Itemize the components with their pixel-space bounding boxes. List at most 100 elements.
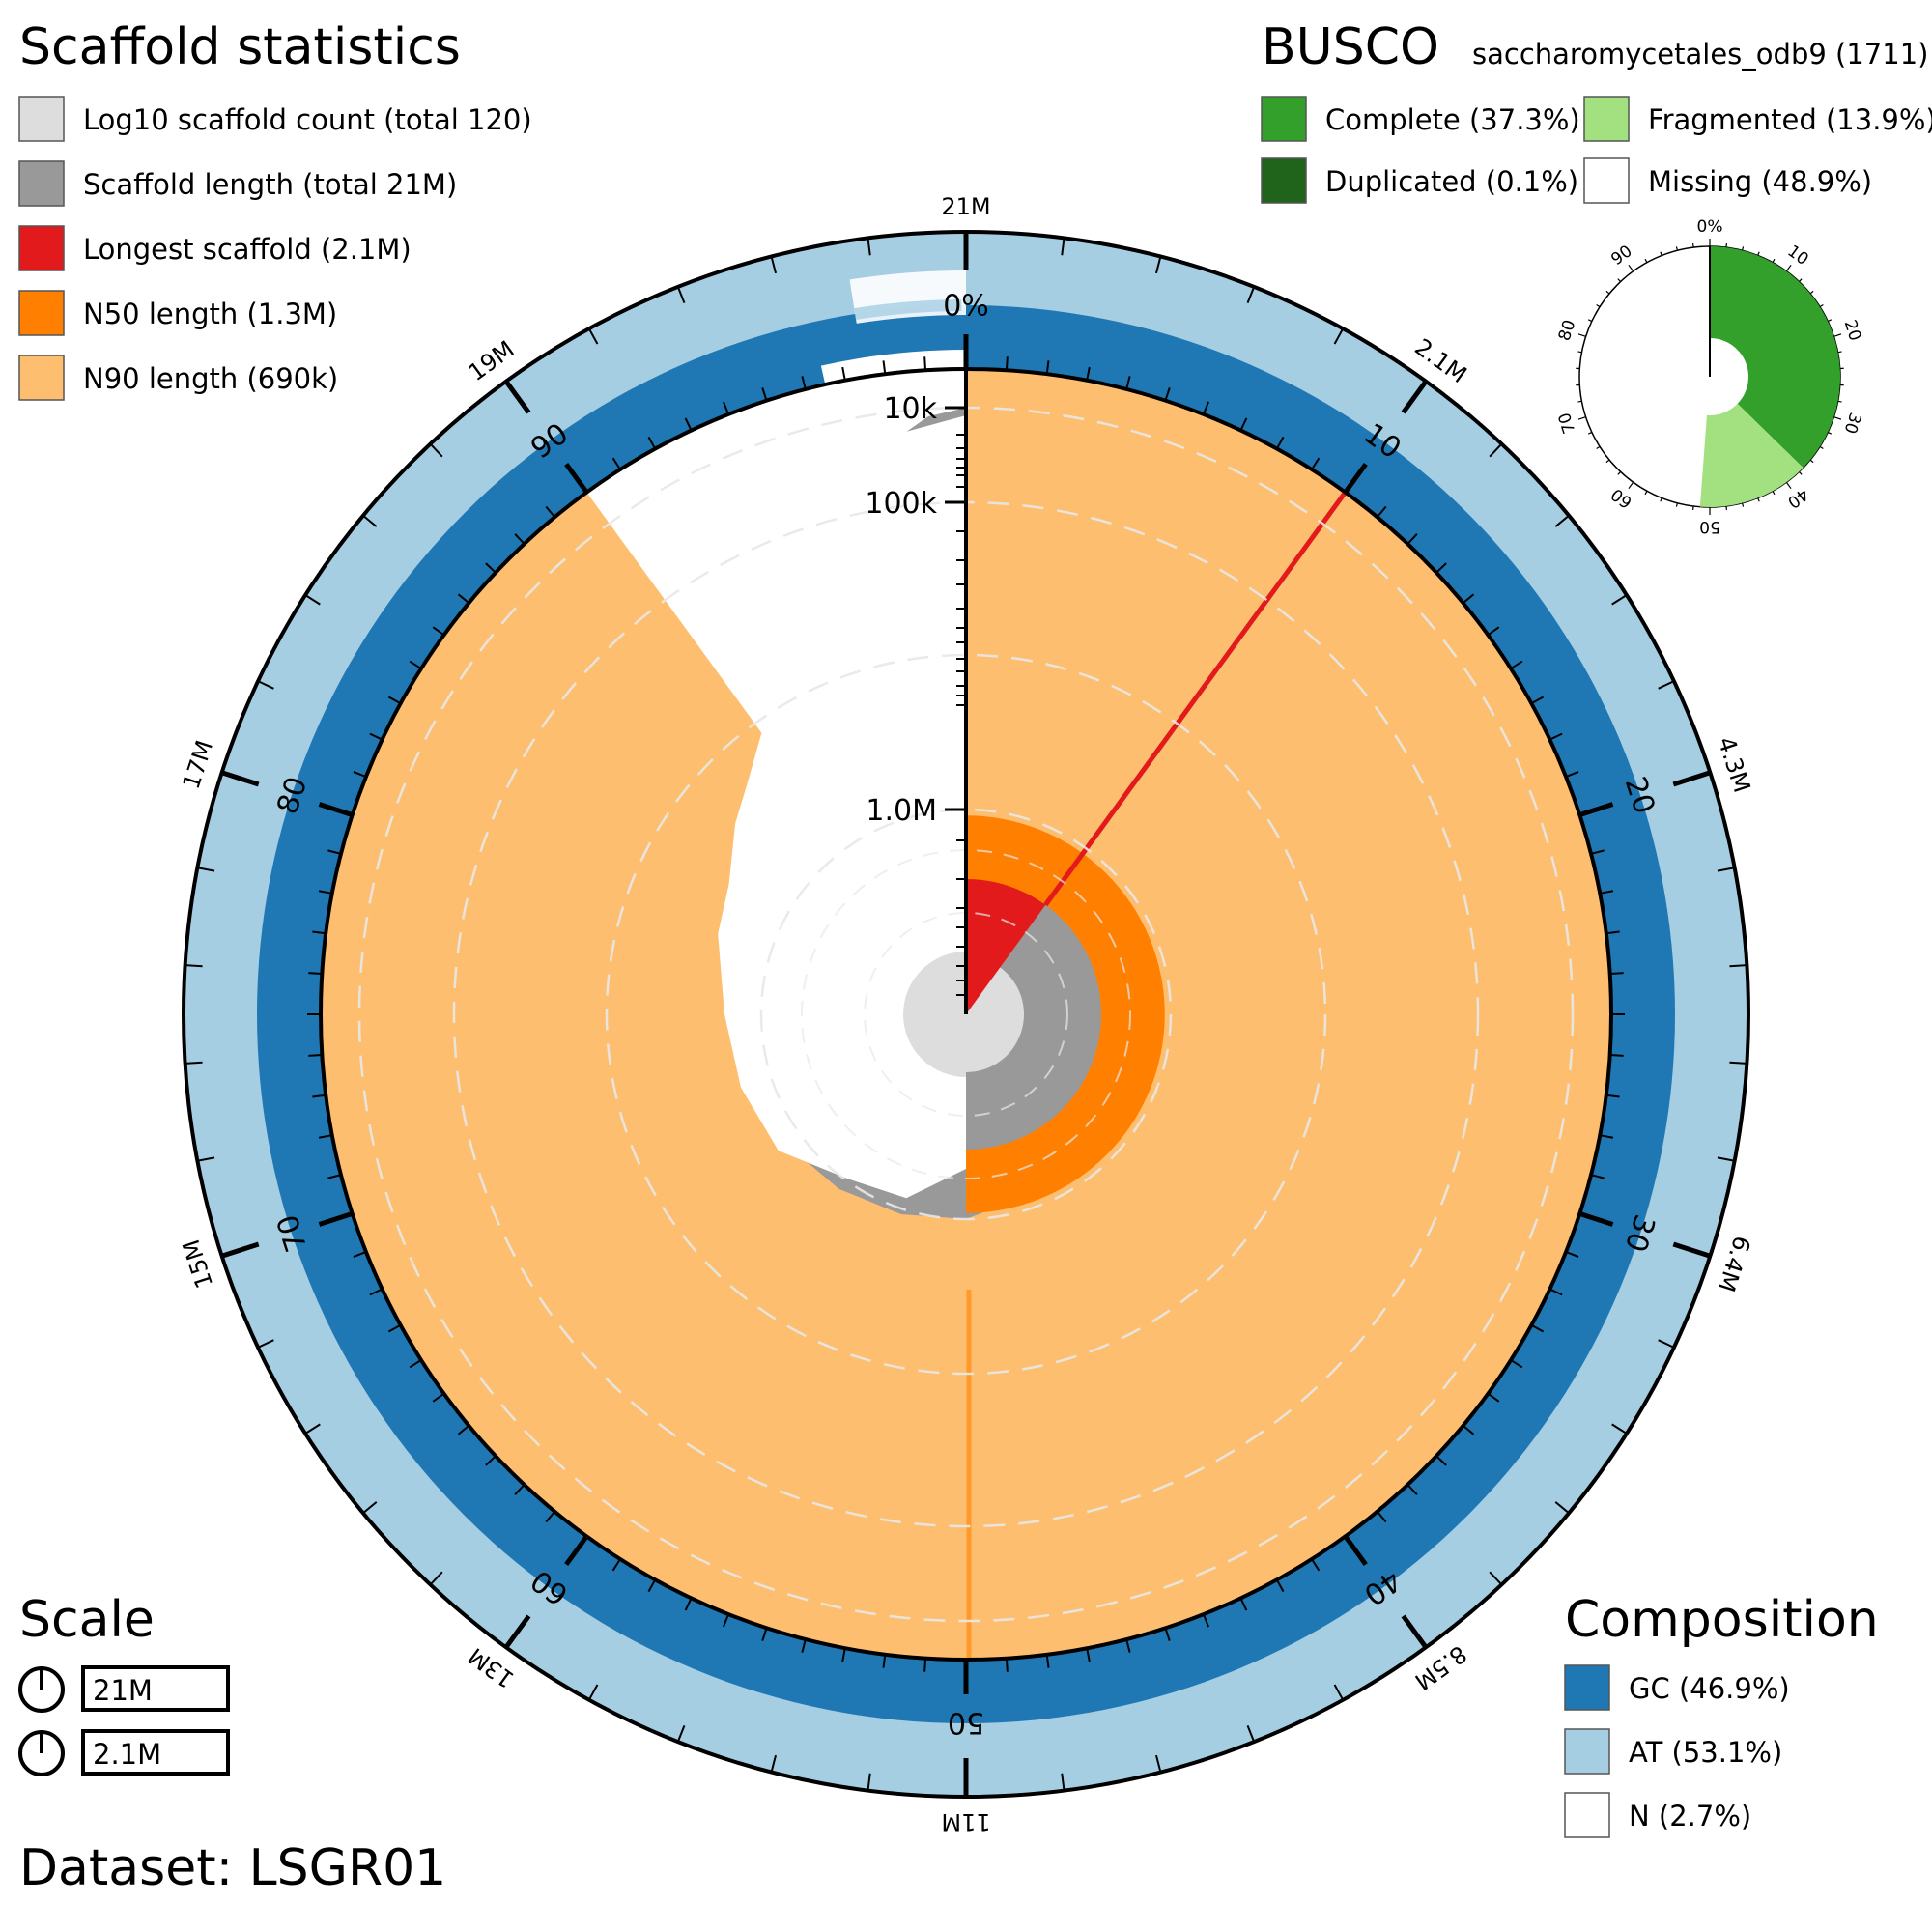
percent-minor-tick xyxy=(1311,1558,1321,1572)
percent-minor-tick xyxy=(1164,387,1171,402)
busco-legend-label: Duplicated (0.1%) xyxy=(1325,165,1578,198)
percent-minor-tick xyxy=(1599,890,1614,895)
percent-minor-tick xyxy=(1377,1511,1387,1523)
scale-label: 2.1M xyxy=(93,1738,161,1771)
dataset-label: Dataset: LSGR01 xyxy=(19,1839,446,1897)
radial-tick-label: 1.0M xyxy=(866,794,937,828)
busco-fragmented-slice xyxy=(1699,403,1804,507)
busco-tick xyxy=(1827,431,1833,435)
percent-minor-tick xyxy=(1435,1455,1447,1466)
busco-tick xyxy=(1757,497,1760,502)
legend-label: Longest scaffold (2.1M) xyxy=(83,233,412,266)
length-major-tick xyxy=(1672,770,1712,787)
length-minor-tick xyxy=(587,1684,599,1701)
percent-minor-tick xyxy=(1548,732,1563,741)
percent-major-tick xyxy=(564,462,589,495)
n-content-band xyxy=(820,350,966,384)
percent-minor-tick xyxy=(1045,1654,1050,1668)
busco-tick xyxy=(1741,502,1745,507)
dashed-gridline xyxy=(759,808,1173,1221)
busco-mini-chart: 0% 10 20 30 40 50 60 70 80 90 xyxy=(1555,217,1865,536)
percent-minor-tick xyxy=(1565,1250,1579,1258)
length-minor-tick xyxy=(197,1156,215,1162)
length-tick-label: 6.4M xyxy=(1713,1233,1756,1295)
length-minor-tick xyxy=(362,514,378,527)
percent-minor-tick xyxy=(1202,401,1209,415)
busco-tick xyxy=(1617,471,1622,475)
legend-swatch xyxy=(18,355,65,401)
busco-tick xyxy=(1819,304,1824,308)
busco-tick xyxy=(1691,505,1694,510)
length-tick-label: 11M xyxy=(941,1808,990,1835)
busco-tick xyxy=(1628,481,1634,490)
composition-label: AT (53.1%) xyxy=(1629,1736,1782,1769)
percent-minor-tick xyxy=(1609,1053,1624,1057)
busco-tick-label: 90 xyxy=(1607,242,1635,270)
busco-tick xyxy=(1809,290,1814,295)
percent-minor-tick xyxy=(1435,562,1447,574)
percent-minor-tick xyxy=(1530,1323,1545,1333)
legend-swatch xyxy=(18,225,65,271)
scale-title: Scale xyxy=(19,1591,155,1649)
length-minor-tick xyxy=(197,867,215,872)
busco-tick xyxy=(1644,258,1648,263)
gc-variation-band xyxy=(854,299,962,320)
length-minor-tick xyxy=(362,1501,378,1515)
legends: Scaffold statistics Log10 scaffold count … xyxy=(18,18,1932,1897)
length-minor-tick xyxy=(1489,442,1503,458)
percent-major-tick xyxy=(318,802,354,817)
scale-box xyxy=(81,1729,230,1776)
percent-minor-tick xyxy=(1590,849,1605,855)
percent-minor-tick xyxy=(923,1658,927,1672)
dashed-gridline xyxy=(864,912,1068,1117)
busco-tick-label: 50 xyxy=(1699,517,1720,536)
busco-tick-label: 10 xyxy=(1783,242,1811,270)
length-tick-label: 21M xyxy=(941,193,990,220)
busco-tick xyxy=(1798,278,1803,282)
length-minor-tick xyxy=(676,286,686,303)
busco-tick xyxy=(1577,400,1582,403)
length-major-tick xyxy=(1401,380,1429,414)
percent-minor-tick xyxy=(312,930,327,935)
percent-minor-tick xyxy=(611,1558,621,1572)
percent-minor-tick xyxy=(1565,771,1579,779)
busco-tick xyxy=(1785,264,1792,272)
busco-tick xyxy=(1837,400,1842,403)
percent-minor-tick xyxy=(308,972,323,976)
percent-minor-tick xyxy=(457,1425,469,1435)
busco-tick-label: 0% xyxy=(1697,217,1723,237)
legend-swatch xyxy=(18,290,65,336)
busco-tick xyxy=(1772,258,1776,263)
percent-minor-tick xyxy=(684,417,693,432)
composition-title: Composition xyxy=(1565,1591,1879,1649)
length-major-tick xyxy=(503,1614,531,1649)
percent-minor-tick xyxy=(1605,1094,1620,1098)
percent-minor-tick xyxy=(485,1455,497,1466)
busco-legend-swatch xyxy=(1583,157,1630,204)
percent-minor-tick xyxy=(1086,1647,1091,1662)
length-major-tick xyxy=(1672,1241,1712,1259)
length-minor-tick xyxy=(1611,594,1628,606)
busco-tick xyxy=(1587,431,1593,435)
busco-legend-swatch xyxy=(1583,96,1630,142)
scaffold-length-inner xyxy=(966,904,1101,1150)
percent-minor-tick xyxy=(308,1053,323,1057)
percent-minor-tick xyxy=(1530,696,1545,705)
radial-tick-label: 10k xyxy=(883,392,937,426)
busco-tick-label: 20 xyxy=(1840,318,1865,344)
length-minor-tick xyxy=(1333,327,1345,345)
legend-label: Scaffold length (total 21M) xyxy=(83,168,457,201)
percent-minor-tick xyxy=(409,1359,422,1369)
longest-scaffold-line xyxy=(1043,491,1348,907)
busco-tick xyxy=(1644,491,1648,496)
percent-minor-tick xyxy=(1005,356,1009,371)
busco-tick xyxy=(1809,459,1814,464)
percent-minor-tick xyxy=(1239,1597,1248,1611)
busco-tick xyxy=(1605,459,1610,464)
length-minor-tick xyxy=(1658,680,1675,690)
percent-major-tick xyxy=(1343,462,1368,495)
percent-minor-tick xyxy=(1605,930,1620,935)
percent-minor-tick xyxy=(514,1484,526,1495)
busco-legend-swatch xyxy=(1261,96,1307,142)
busco-title: BUSCO xyxy=(1262,18,1439,76)
